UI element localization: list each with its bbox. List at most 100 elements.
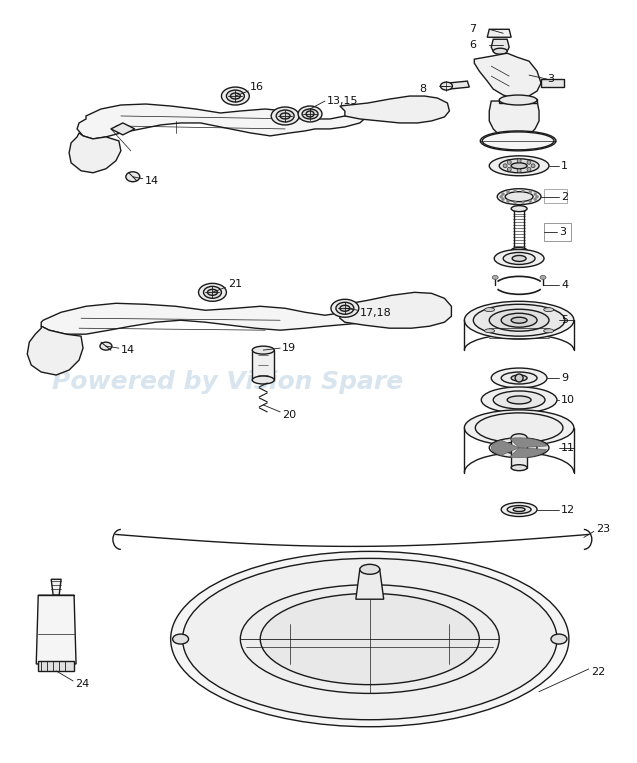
Ellipse shape [493,48,507,54]
Circle shape [515,374,523,382]
Circle shape [522,189,525,192]
Ellipse shape [551,634,567,644]
Polygon shape [340,96,450,123]
Ellipse shape [501,372,537,384]
Ellipse shape [499,95,537,105]
Circle shape [506,191,510,194]
Circle shape [499,195,503,198]
Polygon shape [489,101,539,139]
Text: 3: 3 [547,74,554,84]
Polygon shape [544,188,567,203]
Ellipse shape [482,132,554,150]
Ellipse shape [464,301,574,340]
Ellipse shape [494,250,544,267]
Ellipse shape [489,309,549,331]
Text: 1: 1 [561,161,568,171]
Ellipse shape [503,253,535,265]
Ellipse shape [544,307,554,311]
Text: 20: 20 [282,410,296,420]
Text: 11: 11 [561,443,575,452]
Polygon shape [491,440,519,456]
Circle shape [517,159,521,163]
Ellipse shape [512,256,526,262]
Circle shape [513,189,517,192]
Polygon shape [510,448,547,458]
Text: 2: 2 [561,192,568,201]
Ellipse shape [298,106,322,122]
Text: 19: 19 [282,343,296,353]
Ellipse shape [482,387,557,413]
Circle shape [534,192,537,195]
Polygon shape [111,123,135,135]
Circle shape [517,169,521,172]
Text: 7: 7 [469,24,476,34]
Ellipse shape [497,188,541,204]
Circle shape [507,160,512,164]
Text: 14: 14 [145,175,159,185]
Polygon shape [541,79,564,87]
Ellipse shape [331,299,359,317]
Polygon shape [491,39,509,51]
Text: 10: 10 [561,395,575,405]
Ellipse shape [252,346,274,354]
Ellipse shape [511,317,527,324]
Ellipse shape [208,289,217,295]
Circle shape [529,200,532,203]
Ellipse shape [489,156,549,175]
Ellipse shape [360,565,380,575]
Ellipse shape [493,391,545,409]
Ellipse shape [480,131,556,151]
Polygon shape [499,99,537,103]
Polygon shape [510,438,547,448]
Text: Powered by Vision Spare: Powered by Vision Spare [52,369,403,394]
Ellipse shape [513,507,525,511]
Polygon shape [51,579,61,595]
Ellipse shape [540,275,546,279]
Ellipse shape [511,434,527,442]
Ellipse shape [100,342,112,350]
Polygon shape [340,292,452,328]
Ellipse shape [126,172,140,182]
Polygon shape [69,133,121,172]
Ellipse shape [440,82,452,90]
Ellipse shape [491,368,547,388]
Text: 13,15: 13,15 [327,96,359,106]
Bar [252,350,274,380]
Ellipse shape [183,559,557,720]
Text: 14: 14 [121,345,135,355]
Polygon shape [36,595,76,664]
Ellipse shape [271,107,299,125]
Ellipse shape [240,584,499,694]
Circle shape [501,198,505,201]
Polygon shape [41,303,388,334]
Ellipse shape [499,159,539,172]
Ellipse shape [306,111,314,117]
Ellipse shape [222,87,249,105]
Ellipse shape [511,375,527,381]
Polygon shape [356,569,383,599]
Ellipse shape [226,90,245,102]
Circle shape [507,167,512,172]
Ellipse shape [203,286,222,298]
Ellipse shape [475,413,563,443]
Circle shape [503,164,507,168]
Circle shape [522,201,525,204]
Ellipse shape [252,376,274,384]
Ellipse shape [485,307,494,311]
Ellipse shape [505,192,533,201]
Ellipse shape [501,442,537,454]
Ellipse shape [199,283,226,301]
Circle shape [527,167,531,172]
Text: 9: 9 [561,373,568,383]
Polygon shape [475,53,541,99]
Text: 6: 6 [469,40,476,50]
Text: 12: 12 [561,504,575,514]
Ellipse shape [511,247,527,253]
Text: 21: 21 [229,279,243,289]
Ellipse shape [511,465,527,471]
Text: 5: 5 [561,315,568,325]
Ellipse shape [492,275,498,279]
Bar [511,438,527,468]
Text: 4: 4 [561,280,568,291]
Circle shape [527,160,531,164]
